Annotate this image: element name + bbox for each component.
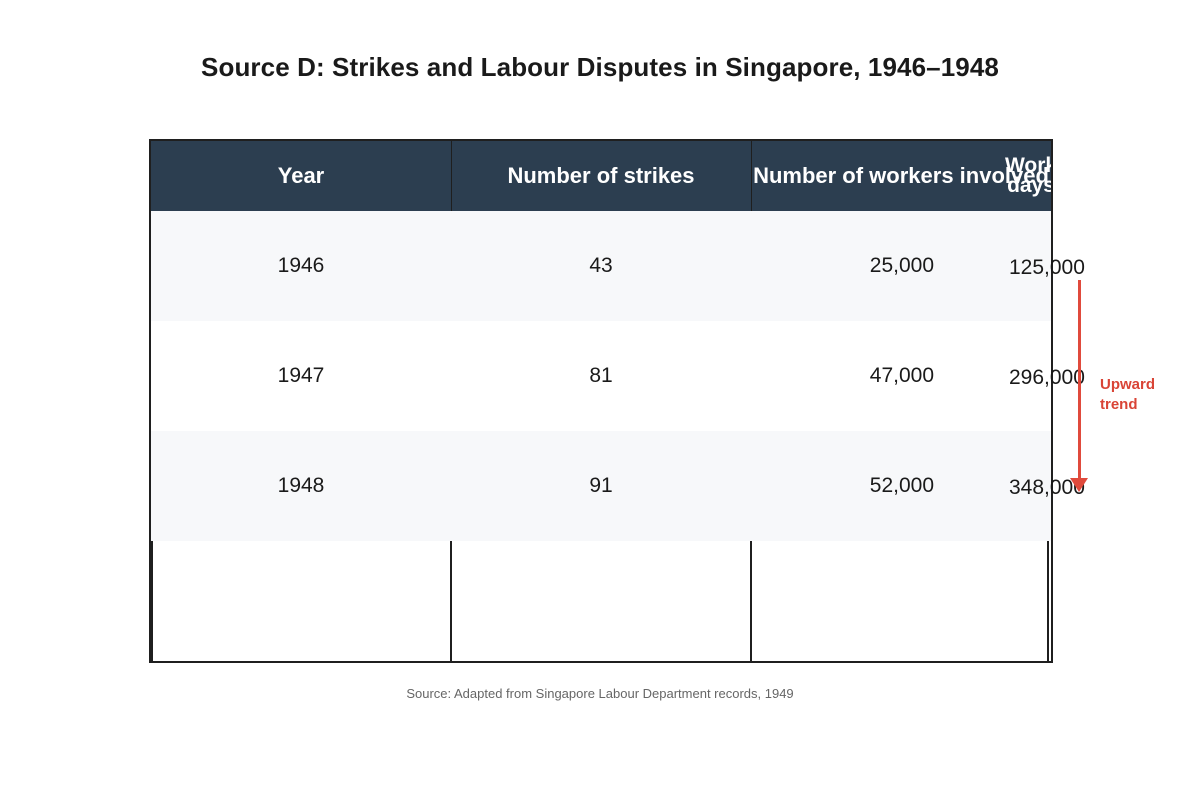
cell-year: 1948	[277, 474, 325, 497]
column-divider	[1047, 541, 1049, 661]
page-title: Source D: Strikes and Labour Disputes in…	[201, 52, 999, 82]
cell-workers: 25,000	[869, 254, 934, 277]
column-divider	[151, 541, 153, 661]
cell-strikes: 43	[589, 254, 613, 277]
trend-arrow-line	[1078, 280, 1081, 480]
cell-days-lost: 125,000	[1009, 256, 1085, 279]
cell-workers: 52,000	[869, 474, 934, 497]
header-divider	[451, 141, 452, 211]
column-divider	[450, 541, 452, 661]
cell-days-lost: 296,000	[1009, 366, 1085, 389]
empty-table-row	[151, 541, 1051, 661]
source-note: Source: Adapted from Singapore Labour De…	[406, 686, 794, 701]
header-working-days-lost: Work days	[971, 141, 1053, 211]
header-year: Year	[277, 163, 325, 188]
header-number-of-strikes: Number of strikes	[507, 163, 695, 188]
arrow-down-icon	[1070, 478, 1088, 492]
cell-year: 1946	[277, 254, 325, 277]
cell-strikes: 81	[589, 364, 613, 387]
table-row: 1946 43 25,000	[151, 211, 1051, 322]
header-divider	[751, 141, 752, 211]
table-row: 1947 81 47,000	[151, 321, 1051, 432]
trend-label: Upward trend	[1100, 376, 1156, 413]
table-row: 1948 91 52,000	[151, 431, 1051, 542]
table-header-row: Year Number of strikes Number of workers…	[151, 141, 1051, 212]
cell-workers: 47,000	[869, 364, 934, 387]
cell-year: 1947	[277, 364, 325, 387]
header-days-line-2: days	[1007, 174, 1053, 197]
cell-days-lost: 348,000	[1009, 476, 1085, 499]
strikes-table: Year Number of strikes Number of workers…	[149, 139, 1053, 663]
column-divider	[750, 541, 752, 661]
header-days-line-1: Work	[1004, 154, 1053, 177]
header-number-of-workers: Number of workers involved	[753, 163, 1049, 188]
cell-strikes: 91	[589, 474, 613, 497]
